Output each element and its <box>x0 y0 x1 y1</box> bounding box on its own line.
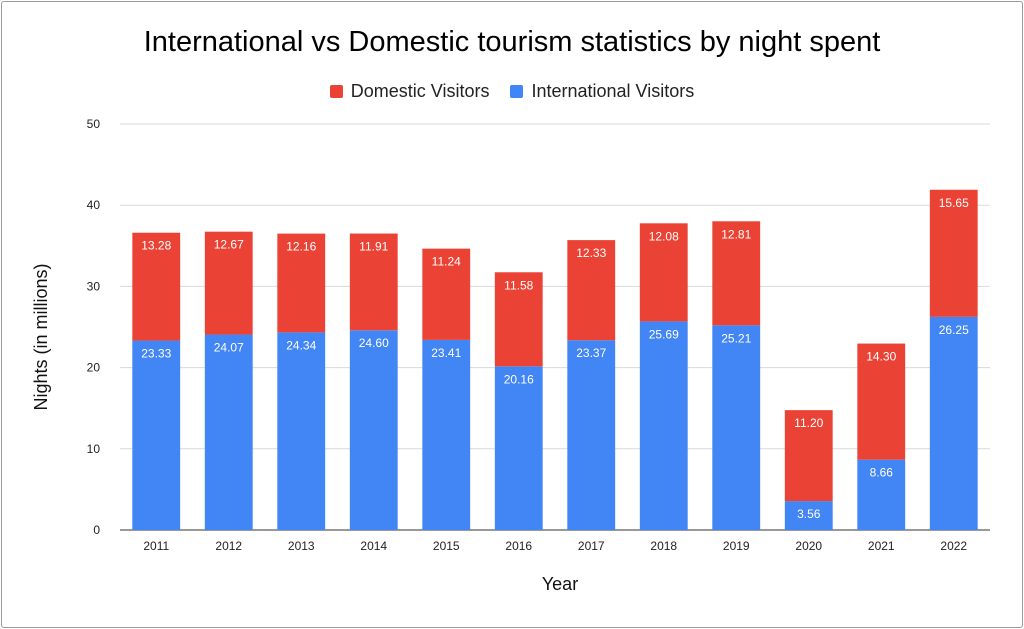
data-label-domestic: 12.33 <box>576 246 606 260</box>
x-tick-label: 2019 <box>723 539 750 553</box>
bar-domestic <box>422 248 471 340</box>
legend-item-international: International Visitors <box>510 81 694 102</box>
data-label-international: 24.07 <box>214 341 244 355</box>
data-label-international: 23.41 <box>431 346 461 360</box>
x-tick-label: 2014 <box>360 539 387 553</box>
data-label-domestic: 12.08 <box>649 229 679 243</box>
data-label-international: 23.37 <box>576 346 606 360</box>
x-axis-title: Year <box>542 574 578 594</box>
data-label-domestic: 15.65 <box>939 196 969 210</box>
y-tick-label: 10 <box>87 442 101 456</box>
bar-domestic <box>349 233 398 331</box>
x-tick-label: 2018 <box>650 539 677 553</box>
y-tick-label: 0 <box>93 523 100 537</box>
bar-domestic <box>277 233 326 333</box>
x-tick-label: 2021 <box>868 539 895 553</box>
x-tick-label: 2022 <box>940 539 967 553</box>
data-label-domestic: 11.58 <box>504 278 533 292</box>
data-label-international: 20.16 <box>504 372 534 386</box>
data-label-international: 25.21 <box>721 331 751 345</box>
x-tick-label: 2017 <box>578 539 605 553</box>
data-label-domestic: 12.16 <box>286 240 316 254</box>
bar-domestic <box>567 240 616 341</box>
data-label-domestic: 14.30 <box>866 350 896 364</box>
data-label-domestic: 11.20 <box>794 416 823 430</box>
bar-international <box>567 340 616 530</box>
data-label-domestic: 11.91 <box>359 240 388 254</box>
bar-domestic <box>204 231 253 335</box>
bar-international <box>132 340 181 530</box>
bar-domestic <box>929 189 978 317</box>
data-label-international: 25.69 <box>649 327 679 341</box>
bar-domestic <box>132 232 181 341</box>
bar-domestic <box>639 223 688 322</box>
data-label-domestic: 12.81 <box>721 227 751 241</box>
x-tick-label: 2011 <box>143 539 169 553</box>
data-label-international: 3.56 <box>797 507 821 521</box>
bar-domestic <box>712 221 761 326</box>
bar-domestic <box>857 343 906 460</box>
legend-label-international: International Visitors <box>531 81 695 101</box>
y-tick-label: 50 <box>87 117 101 131</box>
legend-item-domestic: Domestic Visitors <box>329 81 490 102</box>
data-label-international: 24.60 <box>359 336 389 350</box>
data-label-international: 23.33 <box>141 347 171 361</box>
legend-label-domestic: Domestic Visitors <box>350 81 490 101</box>
bar-international <box>277 332 326 530</box>
bar-domestic <box>784 410 833 502</box>
data-label-domestic: 11.24 <box>432 255 461 269</box>
x-tick-label: 2013 <box>288 539 315 553</box>
legend-swatch-domestic <box>329 85 343 98</box>
bar-international <box>494 366 543 530</box>
bar-international <box>784 501 833 530</box>
bar-international <box>929 316 978 530</box>
bar-international <box>349 330 398 530</box>
chart-legend: Domestic Visitors International Visitors <box>0 81 1024 103</box>
bar-domestic <box>494 272 543 367</box>
data-label-domestic: 12.67 <box>214 238 244 252</box>
y-tick-label: 20 <box>87 361 101 375</box>
bar-international <box>857 459 906 530</box>
data-label-international: 26.25 <box>939 323 969 337</box>
x-tick-label: 2015 <box>433 539 460 553</box>
bar-international <box>422 339 471 530</box>
data-label-international: 24.34 <box>286 338 316 352</box>
bar-international <box>712 325 761 530</box>
y-axis-title: Nights (in millions) <box>31 263 51 410</box>
y-tick-label: 40 <box>87 198 101 212</box>
x-tick-label: 2016 <box>505 539 532 553</box>
x-tick-label: 2012 <box>215 539 242 553</box>
bar-international <box>204 334 253 530</box>
y-tick-label: 30 <box>87 279 101 293</box>
chart-title: International vs Domestic tourism statis… <box>143 26 881 58</box>
x-tick-label: 2020 <box>795 539 822 553</box>
bar-international <box>639 321 688 530</box>
legend-swatch-international <box>510 85 524 98</box>
data-label-domestic: 13.28 <box>141 239 171 253</box>
data-label-international: 8.66 <box>870 466 894 480</box>
